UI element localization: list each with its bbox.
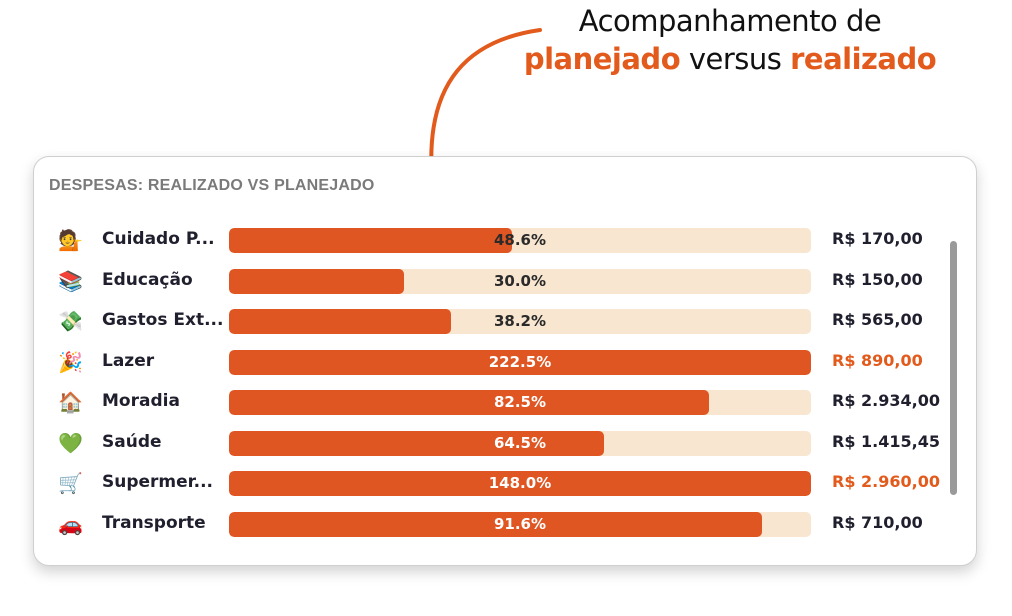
house-icon: 🏠: [58, 390, 83, 414]
percent-label: 30.0%: [493, 271, 547, 290]
progress-fill: [229, 309, 452, 334]
percent-label: 91.6%: [493, 514, 547, 533]
progress-track: 48.6%: [229, 228, 811, 253]
category-label: Supermer...: [102, 472, 214, 492]
amount-value: R$ 2.960,00: [832, 472, 940, 491]
amount-value: R$ 2.934,00: [832, 391, 940, 410]
expense-row[interactable]: 💁 Cuidado P... 48.6% R$ 170,00: [34, 226, 978, 267]
shopping-cart-icon: 🛒: [58, 471, 83, 495]
card-title: DESPESAS: REALIZADO VS PLANEJADO: [49, 177, 375, 194]
amount-value: R$ 1.415,45: [832, 431, 940, 451]
progress-track: 30.0%: [229, 268, 811, 294]
progress-fill: [229, 511, 763, 537]
expense-row[interactable]: 💚 Saúde 64.5% R$ 1.415,45: [34, 429, 978, 470]
green-heart-icon: 💚: [58, 430, 83, 455]
percent-label: 48.6%: [493, 231, 547, 249]
callout-highlight-actual: realizado: [790, 42, 937, 76]
percent-label: 148.0%: [488, 474, 552, 492]
amount-value: R$ 170,00: [832, 229, 923, 248]
party-popper-icon: 🎉: [58, 349, 83, 374]
expense-rows: 💁 Cuidado P... 48.6% R$ 170,00 📚 Educação 30.0…: [34, 226, 978, 550]
progress-track: 82.5%: [229, 390, 811, 415]
progress-track: 64.5%: [229, 430, 811, 456]
progress-fill: [229, 390, 710, 415]
progress-track: 91.6%: [229, 511, 811, 537]
progress-fill: [229, 349, 811, 375]
category-label: Lazer: [102, 350, 155, 371]
percent-label: 64.5%: [493, 433, 547, 452]
percent-label: 82.5%: [493, 393, 547, 411]
progress-fill: [229, 228, 512, 253]
callout-highlight-planned: planejado: [523, 42, 681, 76]
category-label: Cuidado P...: [102, 229, 215, 249]
callout-line-1: Acompanhamento de: [578, 4, 882, 38]
annotation-callout: Acompanhamento de planejado versus reali…: [520, 2, 940, 78]
scrollbar[interactable]: [950, 241, 957, 495]
category-label: Saúde: [102, 431, 162, 452]
person-gesturing-icon: 💁: [58, 228, 83, 252]
progress-track: 222.5%: [229, 349, 811, 375]
callout-versus: versus: [688, 42, 782, 76]
progress-track: 148.0%: [229, 471, 811, 496]
expenses-card: DESPESAS: REALIZADO VS PLANEJADO 💁 Cuidad…: [33, 156, 977, 566]
progress-fill: [229, 471, 811, 496]
category-label: Moradia: [102, 391, 180, 411]
books-icon: 📚: [58, 268, 83, 293]
amount-value: R$ 710,00: [832, 512, 923, 532]
category-label: Educação: [102, 269, 193, 290]
expense-row[interactable]: 🎉 Lazer 222.5% R$ 890,00: [34, 348, 978, 389]
expense-row[interactable]: 💸 Gastos Ext... 38.2% R$ 565,00: [34, 307, 978, 348]
car-icon: 🚗: [58, 511, 83, 536]
money-with-wings-icon: 💸: [58, 309, 83, 333]
progress-fill: [229, 430, 605, 456]
percent-label: 222.5%: [488, 352, 552, 371]
category-label: Gastos Ext...: [102, 310, 224, 330]
progress-fill: [229, 268, 404, 294]
amount-value: R$ 150,00: [832, 269, 923, 289]
progress-track: 38.2%: [229, 309, 811, 334]
amount-value: R$ 565,00: [832, 310, 923, 329]
expense-row[interactable]: 🚗 Transporte 91.6% R$ 710,00: [34, 510, 978, 551]
category-label: Transporte: [102, 512, 206, 533]
amount-value: R$ 890,00: [832, 350, 923, 370]
percent-label: 38.2%: [493, 312, 547, 330]
expense-row[interactable]: 📚 Educação 30.0% R$ 150,00: [34, 267, 978, 308]
expense-row[interactable]: 🏠 Moradia 82.5% R$ 2.934,00: [34, 388, 978, 429]
callout-line-2: planejado versus realizado: [520, 40, 940, 78]
expense-row[interactable]: 🛒 Supermer... 148.0% R$ 2.960,00: [34, 469, 978, 510]
